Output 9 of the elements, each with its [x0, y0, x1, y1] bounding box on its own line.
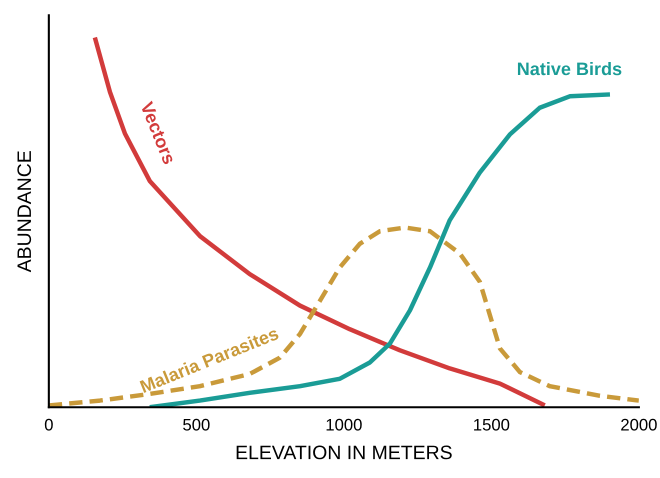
x-tick-label: 1000: [326, 418, 362, 431]
text: Vectors: [140, 100, 176, 165]
y-axis-title: ABUNDANCE: [17, 151, 32, 272]
x-tick-label: 1500: [474, 418, 510, 431]
x-tick-label: 0: [44, 418, 53, 431]
series-label: Native Birds: [518, 62, 622, 76]
x-axis-title: ELEVATION IN METERS: [236, 446, 452, 460]
x-tick-label: 2000: [621, 418, 657, 431]
x-tick-label: 500: [183, 418, 210, 431]
